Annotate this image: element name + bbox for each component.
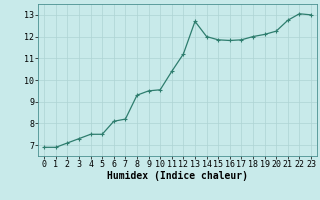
X-axis label: Humidex (Indice chaleur): Humidex (Indice chaleur)	[107, 171, 248, 181]
